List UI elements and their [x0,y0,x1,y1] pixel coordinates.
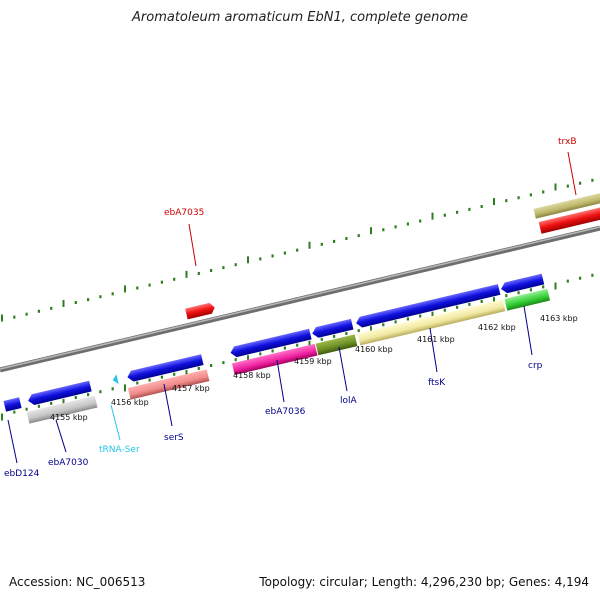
scale-label: 4155 kbp [50,413,88,422]
scale-label: 4156 kbp [111,398,149,407]
scale-label: 4161 kbp [417,335,455,344]
scale-label: 4163 kbp [540,314,578,323]
gene-ebA7030[interactable] [26,395,98,424]
leader-ftsK [429,327,438,373]
gene-ebA7035[interactable] [185,302,216,320]
gene-serS-cds[interactable] [126,354,204,382]
gene-ebD124[interactable] [3,397,22,412]
gene-crp-cds[interactable] [500,273,545,295]
genome-backbone [0,225,600,373]
gene-ebA7036-cds[interactable] [229,328,312,359]
leader-trxB [567,151,577,196]
accession-text: Accession: NC_006513 [9,575,146,589]
gene-tRNA-Ser[interactable] [112,374,119,385]
gene-label-ebD124[interactable]: ebD124 [4,469,40,479]
scale-label: 4162 kbp [478,323,516,332]
gene-label-serS[interactable]: serS [164,433,184,443]
gene-crp[interactable] [504,288,551,311]
gene-label-lolA[interactable]: lolA [340,396,358,406]
gene-labels: ebD124 ebA7030 tRNA-Ser serS ebA7036 lol… [4,137,577,479]
gene-ftsK[interactable] [357,299,506,346]
leader-tRNA-Ser [110,404,121,441]
tick-track-upper [1,178,594,322]
leader-ebA7035 [188,223,197,267]
scale-label: 4157 kbp [172,384,210,393]
leader-ebA7030 [55,419,67,453]
leader-ebA7036 [276,359,285,403]
scale-labels: 4155 kbp 4156 kbp 4157 kbp 4158 kbp 4159… [50,314,578,422]
gene-ebA7030-cds[interactable] [27,380,92,406]
gene-label-tRNA-Ser[interactable]: tRNA-Ser [99,445,140,455]
gene-ebA7036[interactable] [231,343,318,376]
scale-label: 4160 kbp [355,345,393,354]
leader-serS [163,383,173,427]
gene-lolA-cds[interactable] [311,318,354,339]
gene-label-trxB[interactable]: trxB [558,137,577,147]
leader-lines [7,151,577,464]
genome-title: Aromatoleum aromaticum EbN1, complete ge… [132,10,468,25]
leader-crp [523,305,533,356]
gene-serS[interactable] [127,369,210,400]
gene-trxB-cds[interactable] [538,201,600,234]
gene-label-ebA7035[interactable]: ebA7035 [164,208,204,218]
gene-label-ebA7030[interactable]: ebA7030 [48,458,89,468]
gene-label-ftsK[interactable]: ftsK [428,378,446,388]
scale-label: 4158 kbp [233,371,271,380]
gene-label-crp[interactable]: crp [528,361,543,371]
gene-lolA[interactable] [315,334,358,356]
scale-label: 4159 kbp [294,357,332,366]
leader-lolA [338,346,348,392]
topology-text: Topology: circular; Length: 4,296,230 bp… [259,575,589,589]
gene-label-ebA7036[interactable]: ebA7036 [265,407,306,417]
leader-ebD124 [7,419,18,464]
gene-trxB[interactable] [533,187,600,219]
gene-ftsK-cds[interactable] [355,284,501,329]
